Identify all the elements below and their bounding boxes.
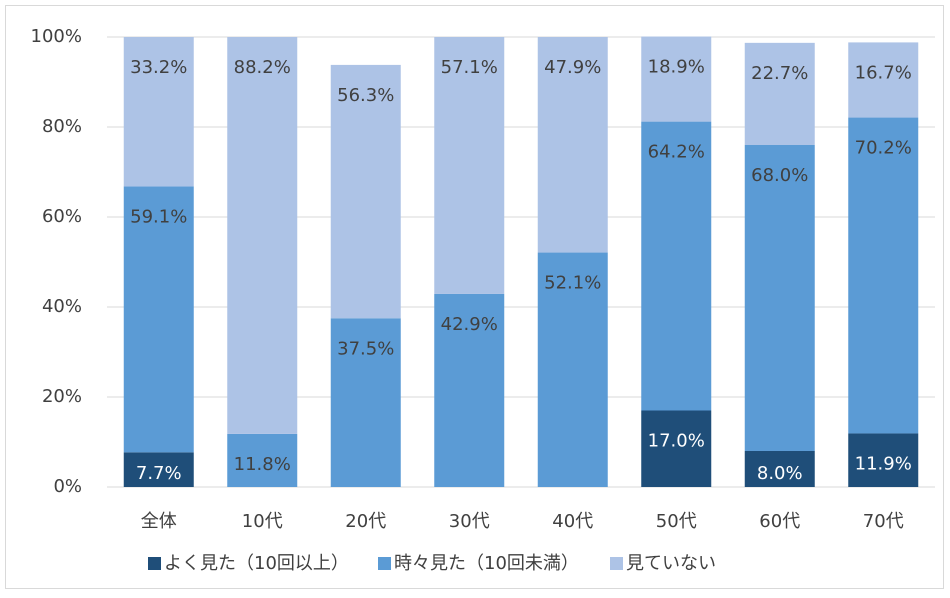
- bar-segment: [330, 318, 401, 487]
- bar-segment: [744, 145, 815, 451]
- data-label: 37.5%: [337, 338, 394, 359]
- legend-swatch: [610, 557, 623, 570]
- bar-segment: [434, 37, 505, 294]
- x-tick-label: 全体: [141, 511, 177, 532]
- data-label: 42.9%: [441, 314, 498, 335]
- data-label: 47.9%: [544, 57, 601, 78]
- x-tick-label: 40代: [552, 511, 593, 532]
- data-label: 7.7%: [136, 463, 182, 484]
- y-tick-label: 0%: [53, 476, 82, 497]
- data-label: 11.8%: [234, 454, 291, 475]
- data-label: 33.2%: [130, 57, 187, 78]
- bar-segment: [537, 252, 608, 487]
- legend-label: よく見た（10回以上）: [164, 553, 349, 574]
- legend-label: 時々見た（10回未満）: [394, 553, 579, 574]
- legend-swatch: [148, 557, 161, 570]
- data-label: 57.1%: [441, 57, 498, 78]
- x-tick-label: 60代: [759, 511, 800, 532]
- x-tick-label: 30代: [449, 511, 490, 532]
- data-label: 16.7%: [855, 62, 912, 83]
- x-tick-label: 10代: [242, 511, 283, 532]
- bar-segment: [330, 64, 401, 319]
- bar-segment: [848, 433, 919, 487]
- bar-segment: [744, 451, 815, 487]
- bar-segment: [123, 452, 194, 487]
- data-label: 68.0%: [751, 165, 808, 186]
- bar-segment: [123, 37, 194, 187]
- data-label: 8.0%: [757, 463, 803, 484]
- data-label: 64.2%: [648, 142, 705, 163]
- data-label: 18.9%: [648, 57, 705, 78]
- bar-segment: [641, 121, 712, 411]
- data-label: 52.1%: [544, 273, 601, 294]
- bar-segment: [641, 410, 712, 487]
- legend-label: 見ていない: [626, 553, 716, 574]
- bar-segment: [641, 36, 712, 122]
- data-label: 88.2%: [234, 57, 291, 78]
- x-tick-label: 70代: [863, 511, 904, 532]
- bar-segment: [123, 186, 194, 453]
- bar-segment: [227, 37, 298, 434]
- data-label: 22.7%: [751, 63, 808, 84]
- y-tick-label: 40%: [42, 296, 82, 317]
- bar-segment: [848, 117, 919, 434]
- y-tick-label: 60%: [42, 206, 82, 227]
- bar-segment: [227, 433, 298, 487]
- bar-segment: [434, 293, 505, 487]
- data-label: 11.9%: [855, 453, 912, 474]
- legend-swatch: [378, 557, 391, 570]
- data-label: 59.1%: [130, 206, 187, 227]
- data-label: 56.3%: [337, 85, 394, 106]
- x-tick-label: 50代: [656, 511, 697, 532]
- y-tick-label: 20%: [42, 386, 82, 407]
- bar-segment: [744, 42, 815, 145]
- bar-segment: [848, 42, 919, 118]
- data-label: 17.0%: [648, 431, 705, 452]
- y-tick-label: 80%: [42, 116, 82, 137]
- data-label: 70.2%: [855, 138, 912, 159]
- x-tick-label: 20代: [345, 511, 386, 532]
- y-tick-label: 100%: [31, 26, 82, 47]
- bar-segment: [537, 37, 608, 253]
